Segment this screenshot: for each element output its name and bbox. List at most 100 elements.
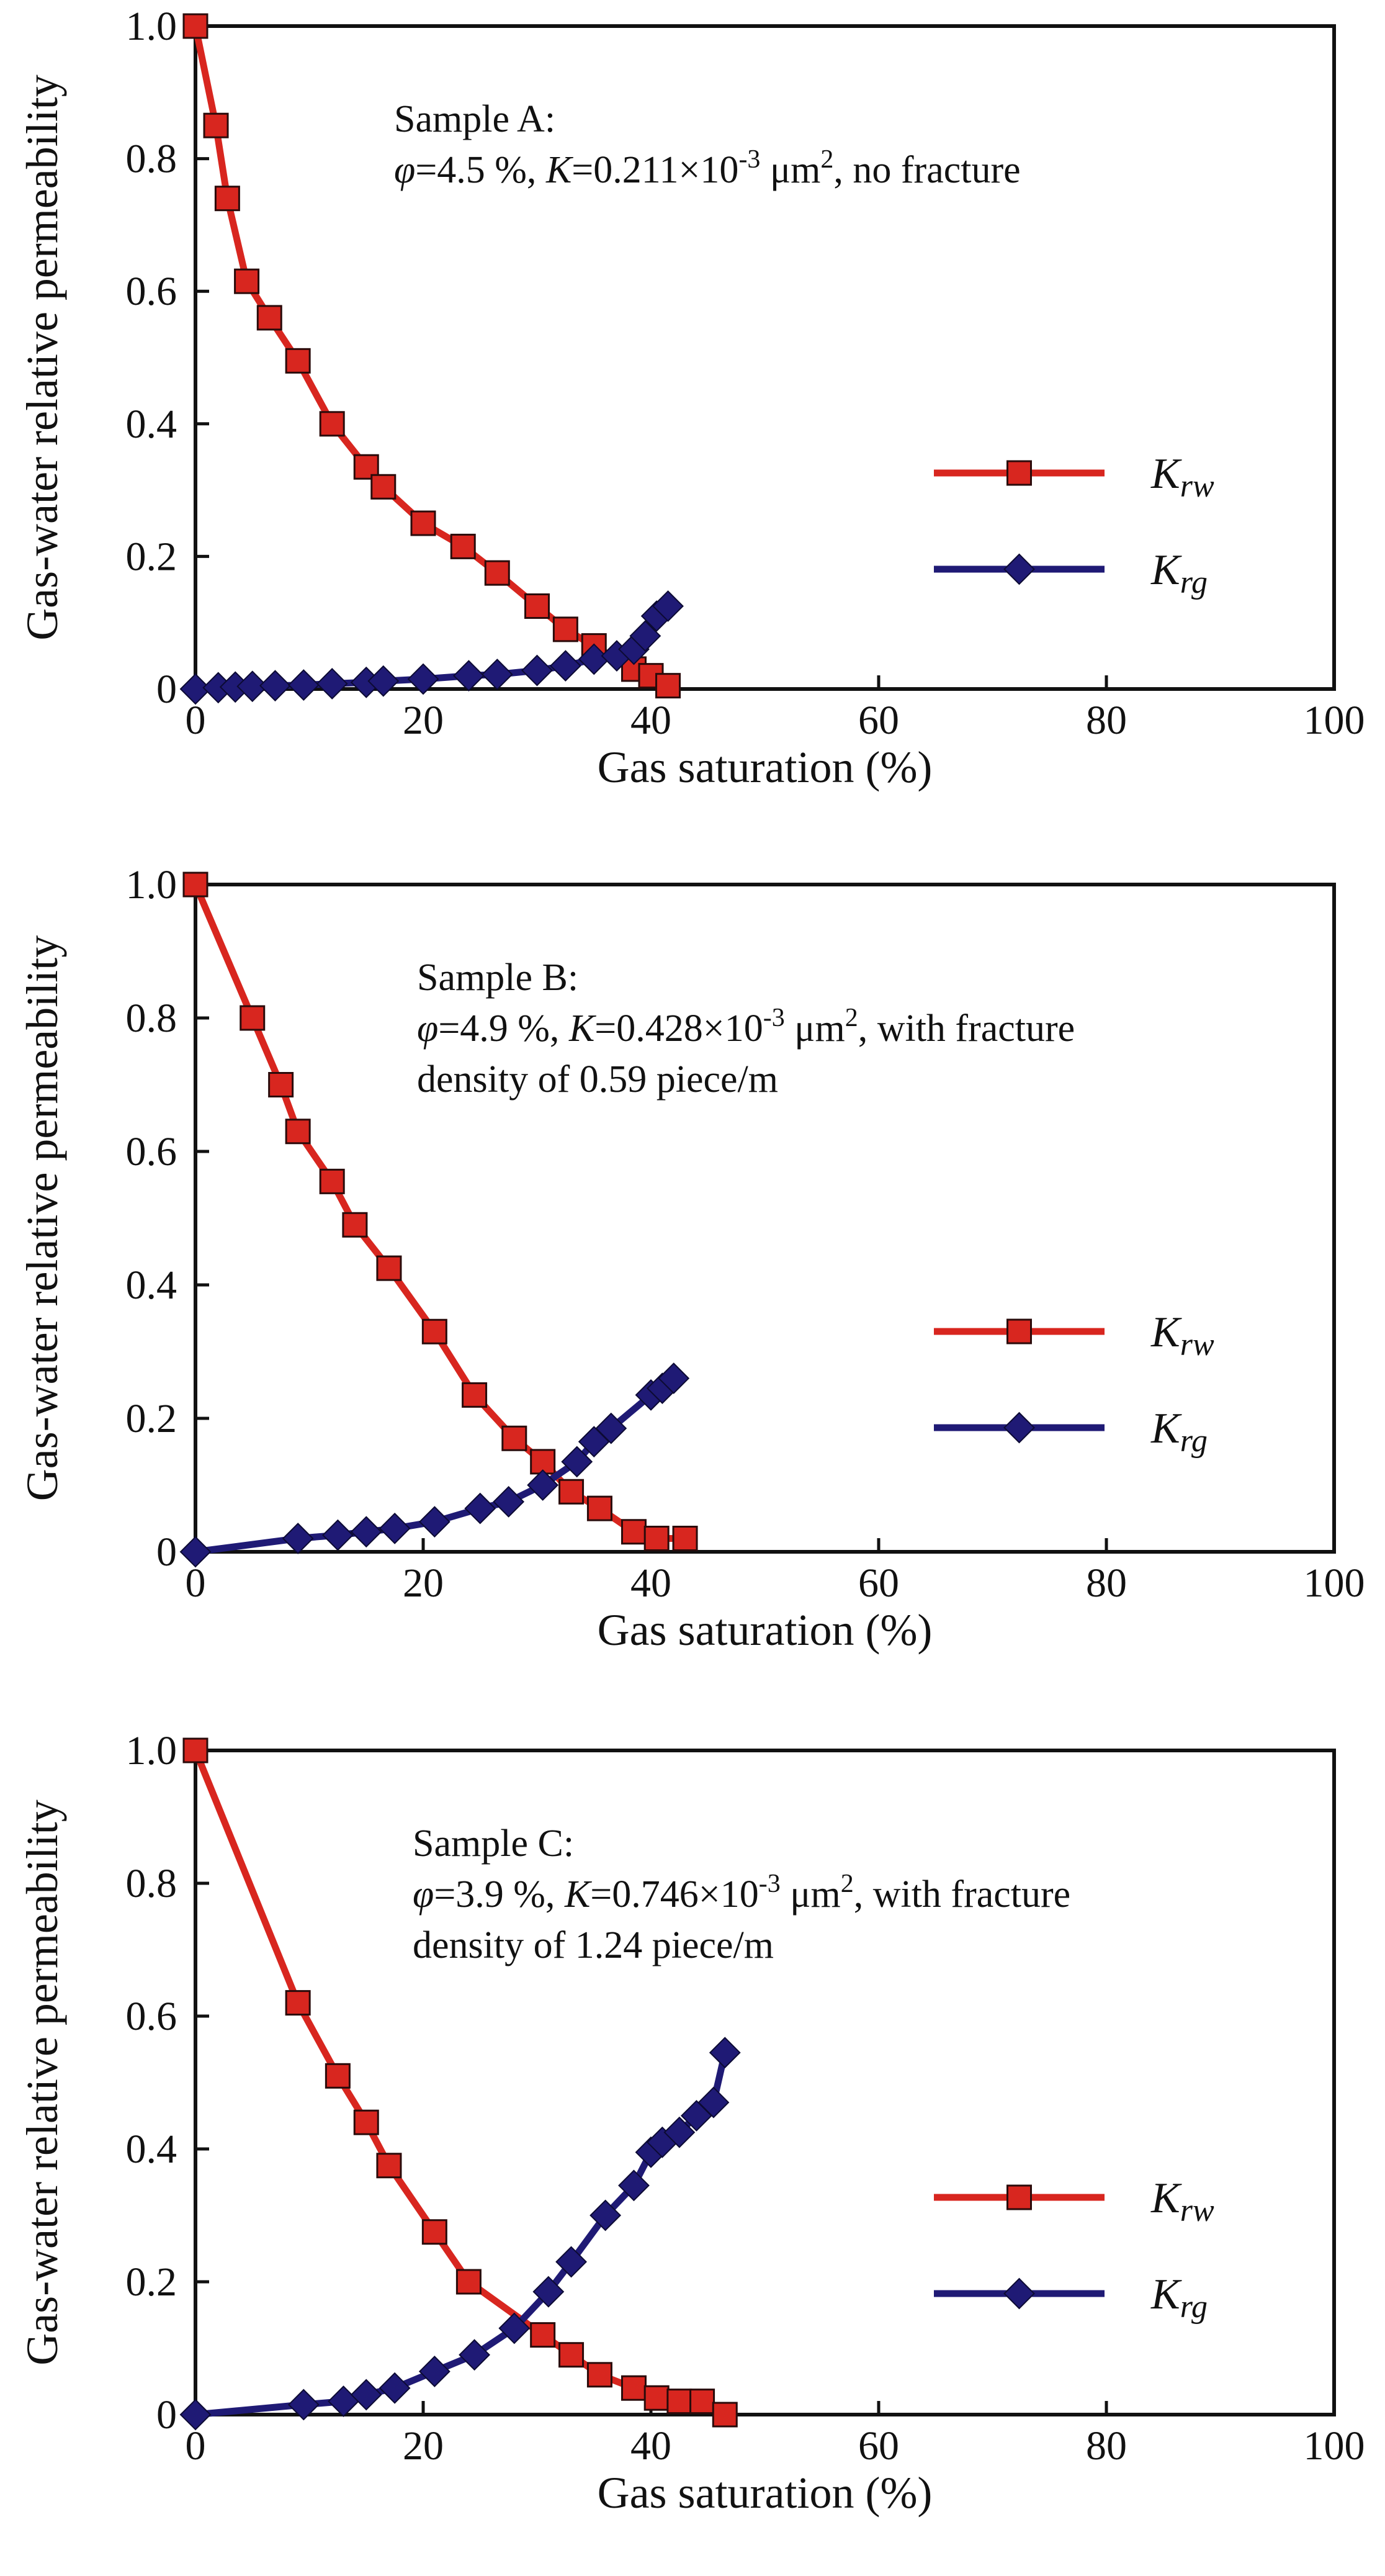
legend-krw-symbol: K <box>1150 450 1182 498</box>
chart-panel-3: 0 20 40 60 80 100 0 0.2 0.4 0.6 0.8 1.0 Gas saturati… <box>17 1728 1365 2518</box>
porosity-symbol: φ <box>413 1873 434 1916</box>
krw-point <box>558 2342 585 2368</box>
krg-point <box>379 2372 411 2404</box>
krg-point <box>179 1536 212 1568</box>
legend-krg-marker <box>1003 2277 1035 2310</box>
sample-properties: φ=4.9 %, K=0.428×10-3 μm2, with fracture <box>417 1004 1075 1050</box>
unit-exponent: 2 <box>841 1870 854 1898</box>
krw-point <box>342 1212 368 1238</box>
y-tick-label: 0.4 <box>126 2127 177 2172</box>
y-tick-label: 0 <box>156 667 177 712</box>
y-tick-label: 1.0 <box>126 4 177 49</box>
sample-properties: φ=3.9 %, K=0.746×10-3 μm2, with fracture <box>413 1870 1070 1916</box>
krg-point <box>493 1485 525 1518</box>
sample-title: Sample B: <box>417 957 578 999</box>
krg-point <box>350 2379 382 2411</box>
permeability-unit: μm <box>785 1007 845 1050</box>
legend-krw-label: Krw <box>1150 1308 1214 1362</box>
legend-krw-subscript: rw <box>1180 1327 1214 1362</box>
permeability-symbol: K <box>568 1007 597 1050</box>
krw-point <box>319 1168 345 1194</box>
y-tick-label: 0.8 <box>126 137 177 182</box>
krg-point <box>532 2276 565 2308</box>
permeability-value: =0.211×10 <box>571 149 738 191</box>
fracture-note: , no fracture <box>833 149 1020 191</box>
x-tick-label: 0 <box>186 2423 206 2469</box>
krw-point <box>666 2389 692 2415</box>
legend-krg-label: Krg <box>1150 546 1208 600</box>
krg-point <box>555 2246 587 2278</box>
fracture-note: , with fracture <box>858 1007 1075 1050</box>
plot-frame <box>194 883 1336 1554</box>
krw-point <box>182 1737 208 1763</box>
krw-point <box>285 348 311 374</box>
krg-curve <box>192 2049 728 2418</box>
x-tick-label: 40 <box>630 2423 671 2469</box>
krw-point <box>484 560 510 586</box>
x-axis-label: Gas saturation (%) <box>598 2468 933 2518</box>
krw-point <box>285 1119 311 1145</box>
krw-point <box>552 616 578 642</box>
krg-point <box>697 2086 730 2119</box>
legend-krw-marker <box>1006 1318 1032 1344</box>
krg-point <box>179 673 212 705</box>
legend-krw-symbol: K <box>1150 2174 1182 2222</box>
krg-point <box>282 1523 314 1554</box>
porosity-value: =4.9 %, <box>438 1007 569 1050</box>
legend-krg-subscript: rg <box>1180 2289 1208 2325</box>
x-tick-label: 60 <box>858 698 899 743</box>
y-tick-label: 0 <box>156 2392 177 2438</box>
krg-point <box>521 654 553 687</box>
krw-point <box>214 186 240 212</box>
krg-point <box>595 1412 627 1444</box>
y-tick-label: 0.6 <box>126 1994 177 2039</box>
legend-krg-symbol: K <box>1150 546 1182 594</box>
y-tick-label: 0.8 <box>126 996 177 1041</box>
x-tick-label: 20 <box>403 2423 444 2469</box>
unit-exponent: 2 <box>820 145 833 174</box>
krg-point <box>481 659 513 690</box>
y-tick-label: 1.0 <box>126 862 177 907</box>
permeability-exponent: -3 <box>763 1004 785 1032</box>
permeability-symbol: K <box>564 1873 593 1916</box>
krw-point <box>376 1255 402 1281</box>
legend-krg-subscript: rg <box>1180 565 1208 600</box>
krw-point <box>621 1519 647 1545</box>
krg-point <box>652 590 684 622</box>
sample-properties: φ=4.5 %, K=0.211×10-3 μm2, no fracture <box>394 145 1021 191</box>
legend-krw-subscript: rw <box>1180 469 1214 504</box>
krg-point <box>527 1469 559 1501</box>
y-tick-label: 0.2 <box>126 1396 177 1441</box>
legend-krg-marker <box>1003 553 1035 585</box>
y-tick-label: 0.6 <box>126 1129 177 1174</box>
krw-point <box>268 1072 294 1097</box>
krw-point <box>256 305 282 331</box>
legend-krw-subscript: rw <box>1180 2193 1214 2228</box>
krg-point <box>663 2116 696 2148</box>
permeability-unit: μm <box>781 1873 841 1916</box>
krw-point <box>410 510 436 536</box>
krg-point <box>321 1519 354 1551</box>
sample-title: Sample C: <box>413 1822 574 1865</box>
legend-krg-marker <box>1003 1412 1035 1444</box>
krw-point <box>285 1990 311 2016</box>
chart-panel-1: 0 20 40 60 80 100 0 0.2 0.4 0.6 0.8 1.0 Gas saturati… <box>17 4 1365 792</box>
y-tick-label: 1.0 <box>126 1728 177 1773</box>
krw-point <box>621 2375 647 2401</box>
krw-point <box>643 1526 670 1551</box>
sample-title: Sample A: <box>394 98 555 140</box>
krg-point <box>709 2037 741 2069</box>
legend-krg-symbol: K <box>1150 2271 1182 2318</box>
krw-point <box>182 13 208 39</box>
krg-point <box>287 2389 320 2421</box>
x-axis-label: Gas saturation (%) <box>598 1605 933 1655</box>
x-tick-label: 100 <box>1304 698 1365 743</box>
plot-frame <box>194 24 1336 691</box>
krg-point <box>259 670 291 702</box>
krg-point <box>328 2385 359 2418</box>
permeability-exponent: -3 <box>738 145 760 174</box>
chart-panel-2: 0 20 40 60 80 100 0 0.2 0.4 0.6 0.8 1.0 Gas saturati… <box>17 862 1365 1655</box>
krg-point <box>350 1516 382 1548</box>
y-tick-label: 0.6 <box>126 269 177 314</box>
